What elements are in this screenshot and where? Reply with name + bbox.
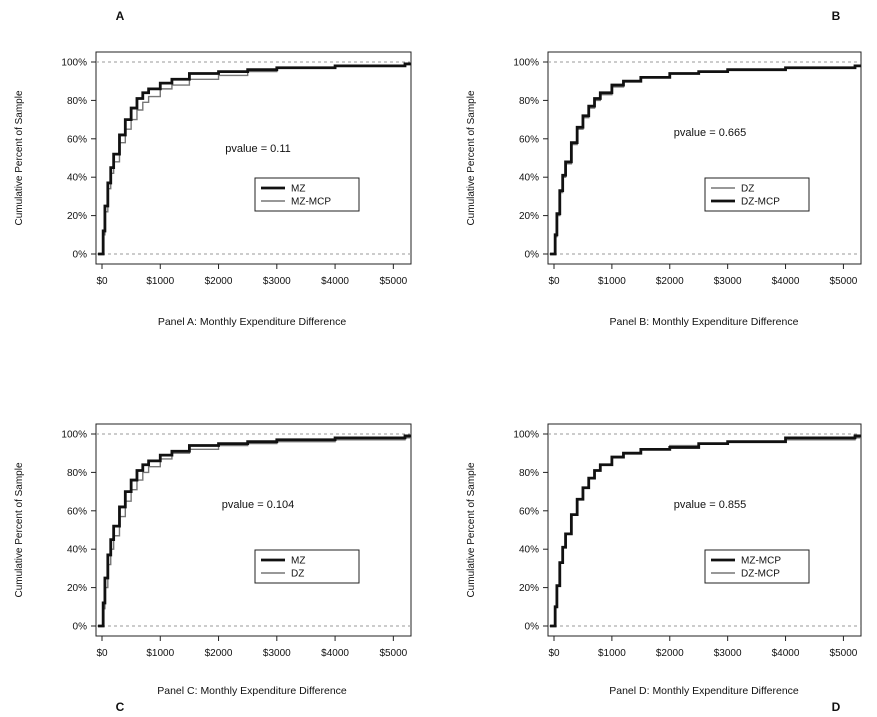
legend-label: DZ-MCP xyxy=(741,197,780,208)
x-tick-label: $4000 xyxy=(321,648,349,659)
pvalue-annotation: pvalue = 0.855 xyxy=(674,499,746,511)
y-tick-label: 0% xyxy=(525,250,540,261)
x-tick-label: $4000 xyxy=(321,276,349,287)
plot-frame xyxy=(95,423,412,637)
panel-letter: C xyxy=(116,700,125,714)
x-tick-label: $1000 xyxy=(598,648,626,659)
x-tick-label: $5000 xyxy=(379,648,407,659)
x-tick-label: $0 xyxy=(96,648,108,659)
legend-box xyxy=(704,177,810,212)
x-tick-label: $4000 xyxy=(772,648,800,659)
x-tick-label: $2000 xyxy=(205,276,233,287)
y-tick-label: 60% xyxy=(519,506,539,517)
legend: MZ DZ xyxy=(254,549,360,584)
x-axis-label: Panel C: Monthly Expenditure Difference xyxy=(157,685,347,697)
legend-box xyxy=(254,177,360,212)
y-tick-label: 80% xyxy=(519,468,539,479)
panel-c: C 0% 20% 40% 60% 80% 100% $0 $1000 $2000 $3000 $400… xyxy=(14,423,412,714)
legend-label: MZ xyxy=(291,184,305,195)
series-line-mz xyxy=(98,434,411,628)
x-tick-label: $5000 xyxy=(830,648,858,659)
y-tick-label: 20% xyxy=(519,583,539,594)
y-tick-label: 100% xyxy=(61,58,87,69)
legend: MZ MZ-MCP xyxy=(254,177,360,212)
y-tick-label: 60% xyxy=(519,134,539,145)
plot-frame xyxy=(547,51,862,265)
plot-frame xyxy=(547,423,862,637)
y-tick-label: 0% xyxy=(73,622,88,633)
y-tick-label: 80% xyxy=(519,96,539,107)
panel-b: B 0% 20% 40% 60% 80% 100% $0 $1000 $2000 $3000 $400… xyxy=(466,9,862,328)
pvalue-annotation: pvalue = 0.11 xyxy=(225,143,291,155)
panel-a: A 0% 20% 40% 60% 80% 100% $0 $1000 $2000 $3000 $400… xyxy=(14,9,412,328)
legend-label: MZ xyxy=(291,556,305,567)
legend-box xyxy=(254,549,360,584)
pvalue-annotation: pvalue = 0.104 xyxy=(222,499,294,511)
y-tick-label: 0% xyxy=(73,250,88,261)
x-tick-label: $0 xyxy=(548,648,560,659)
pvalue-annotation: pvalue = 0.665 xyxy=(674,127,746,139)
y-tick-label: 100% xyxy=(513,58,539,69)
y-tick-label: 20% xyxy=(519,211,539,222)
x-tick-label: $2000 xyxy=(205,648,233,659)
series-line-dz xyxy=(550,65,861,255)
legend: DZ DZ-MCP xyxy=(704,177,810,212)
y-tick-label: 60% xyxy=(67,506,87,517)
x-tick-label: $1000 xyxy=(146,276,174,287)
x-axis-label: Panel D: Monthly Expenditure Difference xyxy=(609,685,799,697)
series-line-dz-mcp xyxy=(550,437,861,627)
x-axis-label: Panel A: Monthly Expenditure Difference xyxy=(158,316,346,328)
x-tick-label: $1000 xyxy=(598,276,626,287)
y-tick-label: 60% xyxy=(67,134,87,145)
panel-letter: B xyxy=(832,9,841,23)
y-tick-label: 80% xyxy=(67,96,87,107)
x-tick-label: $5000 xyxy=(379,276,407,287)
panel-letter: A xyxy=(116,9,125,23)
y-tick-label: 100% xyxy=(61,430,87,441)
series-line-dz-mcp xyxy=(550,64,861,256)
y-tick-label: 40% xyxy=(67,545,87,556)
x-tick-label: $3000 xyxy=(263,276,291,287)
y-tick-label: 40% xyxy=(519,545,539,556)
legend-label: MZ-MCP xyxy=(741,556,781,567)
x-tick-label: $3000 xyxy=(714,276,742,287)
x-tick-label: $0 xyxy=(96,276,108,287)
series-line-mz xyxy=(98,62,411,256)
panel-d: D 0% 20% 40% 60% 80% 100% $0 $1000 $2000 $3000 $400… xyxy=(466,423,862,714)
legend-label: DZ xyxy=(741,184,754,195)
y-tick-label: 20% xyxy=(67,211,87,222)
legend-label: DZ xyxy=(291,569,304,580)
plot-frame xyxy=(95,51,412,265)
x-tick-label: $5000 xyxy=(830,276,858,287)
y-axis-label: Cumulative Percent of Sample xyxy=(466,90,477,226)
y-axis-label: Cumulative Percent of Sample xyxy=(466,462,477,598)
legend-box xyxy=(704,549,810,584)
y-tick-label: 100% xyxy=(513,430,539,441)
legend: MZ-MCP DZ-MCP xyxy=(704,549,810,584)
x-tick-label: $3000 xyxy=(263,648,291,659)
y-tick-label: 20% xyxy=(67,583,87,594)
y-axis-label: Cumulative Percent of Sample xyxy=(14,90,25,226)
y-tick-label: 40% xyxy=(67,173,87,184)
x-axis-label: Panel B: Monthly Expenditure Difference xyxy=(610,316,799,328)
x-tick-label: $1000 xyxy=(146,648,174,659)
x-tick-label: $0 xyxy=(548,276,560,287)
y-tick-label: 40% xyxy=(519,173,539,184)
y-tick-label: 0% xyxy=(525,622,540,633)
legend-label: DZ-MCP xyxy=(741,569,780,580)
panel-letter: D xyxy=(832,700,841,714)
x-tick-label: $2000 xyxy=(656,276,684,287)
legend-label: MZ-MCP xyxy=(291,197,331,208)
x-tick-label: $2000 xyxy=(656,648,684,659)
x-tick-label: $3000 xyxy=(714,648,742,659)
y-axis-label: Cumulative Percent of Sample xyxy=(14,462,25,598)
series-line-mz-mcp xyxy=(550,434,861,628)
y-tick-label: 80% xyxy=(67,468,87,479)
x-tick-label: $4000 xyxy=(772,276,800,287)
